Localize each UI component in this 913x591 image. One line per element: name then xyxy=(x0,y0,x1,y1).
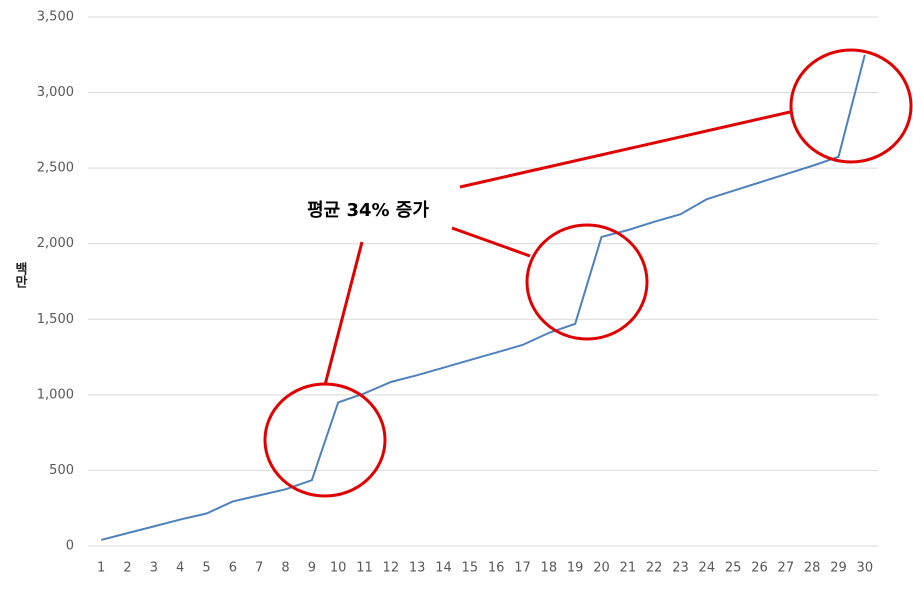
annotation: 평균 34% 증가 xyxy=(307,200,429,221)
y-tick-label: 1,500 xyxy=(37,312,74,327)
x-tick-label: 28 xyxy=(804,561,821,576)
x-tick-label: 14 xyxy=(435,561,452,576)
x-tick-label: 2 xyxy=(123,561,131,576)
y-tick-label: 2,000 xyxy=(37,236,74,251)
y-tick-label: 3,500 xyxy=(37,10,74,25)
x-tick-label: 16 xyxy=(488,561,505,576)
x-tick-label: 17 xyxy=(514,561,531,576)
x-tick-label: 6 xyxy=(229,561,237,576)
line-series xyxy=(100,54,866,541)
x-tick-label: 30 xyxy=(857,561,874,576)
x-tick-label: 4 xyxy=(176,561,184,576)
x-tick-label: 1 xyxy=(97,561,105,576)
y-tick-label: 0 xyxy=(66,539,74,554)
x-tick-label: 24 xyxy=(699,561,716,576)
x-tick-label: 8 xyxy=(281,561,289,576)
x-tick-label: 21 xyxy=(620,561,637,576)
x-tick-label: 5 xyxy=(202,561,210,576)
x-tick-label: 19 xyxy=(567,561,584,576)
x-tick-label: 7 xyxy=(255,561,263,576)
y-axis-label: 백만 xyxy=(12,262,27,288)
x-tick-label: 22 xyxy=(646,561,663,576)
y-tick-label: 1,000 xyxy=(37,387,74,402)
x-tick-label: 26 xyxy=(751,561,768,576)
x-tick-label: 9 xyxy=(308,561,316,576)
x-tick-label: 3 xyxy=(150,561,158,576)
annotation-shapes xyxy=(263,48,913,498)
x-tick-label: 20 xyxy=(593,561,610,576)
y-tick-label: 2,500 xyxy=(37,161,74,176)
x-tick-label: 25 xyxy=(725,561,742,576)
x-tick-label: 29 xyxy=(830,561,847,576)
x-tick-label: 23 xyxy=(672,561,689,576)
x-tick-label: 12 xyxy=(383,561,400,576)
x-tick-label: 18 xyxy=(541,561,558,576)
x-tick-label: 15 xyxy=(462,561,479,576)
y-tick-label: 500 xyxy=(49,463,74,478)
x-tick-label: 10 xyxy=(330,561,347,576)
x-tick-label: 27 xyxy=(778,561,795,576)
x-tick-label: 11 xyxy=(356,561,373,576)
y-tick-label: 3,000 xyxy=(37,85,74,100)
x-tick-label: 13 xyxy=(409,561,426,576)
